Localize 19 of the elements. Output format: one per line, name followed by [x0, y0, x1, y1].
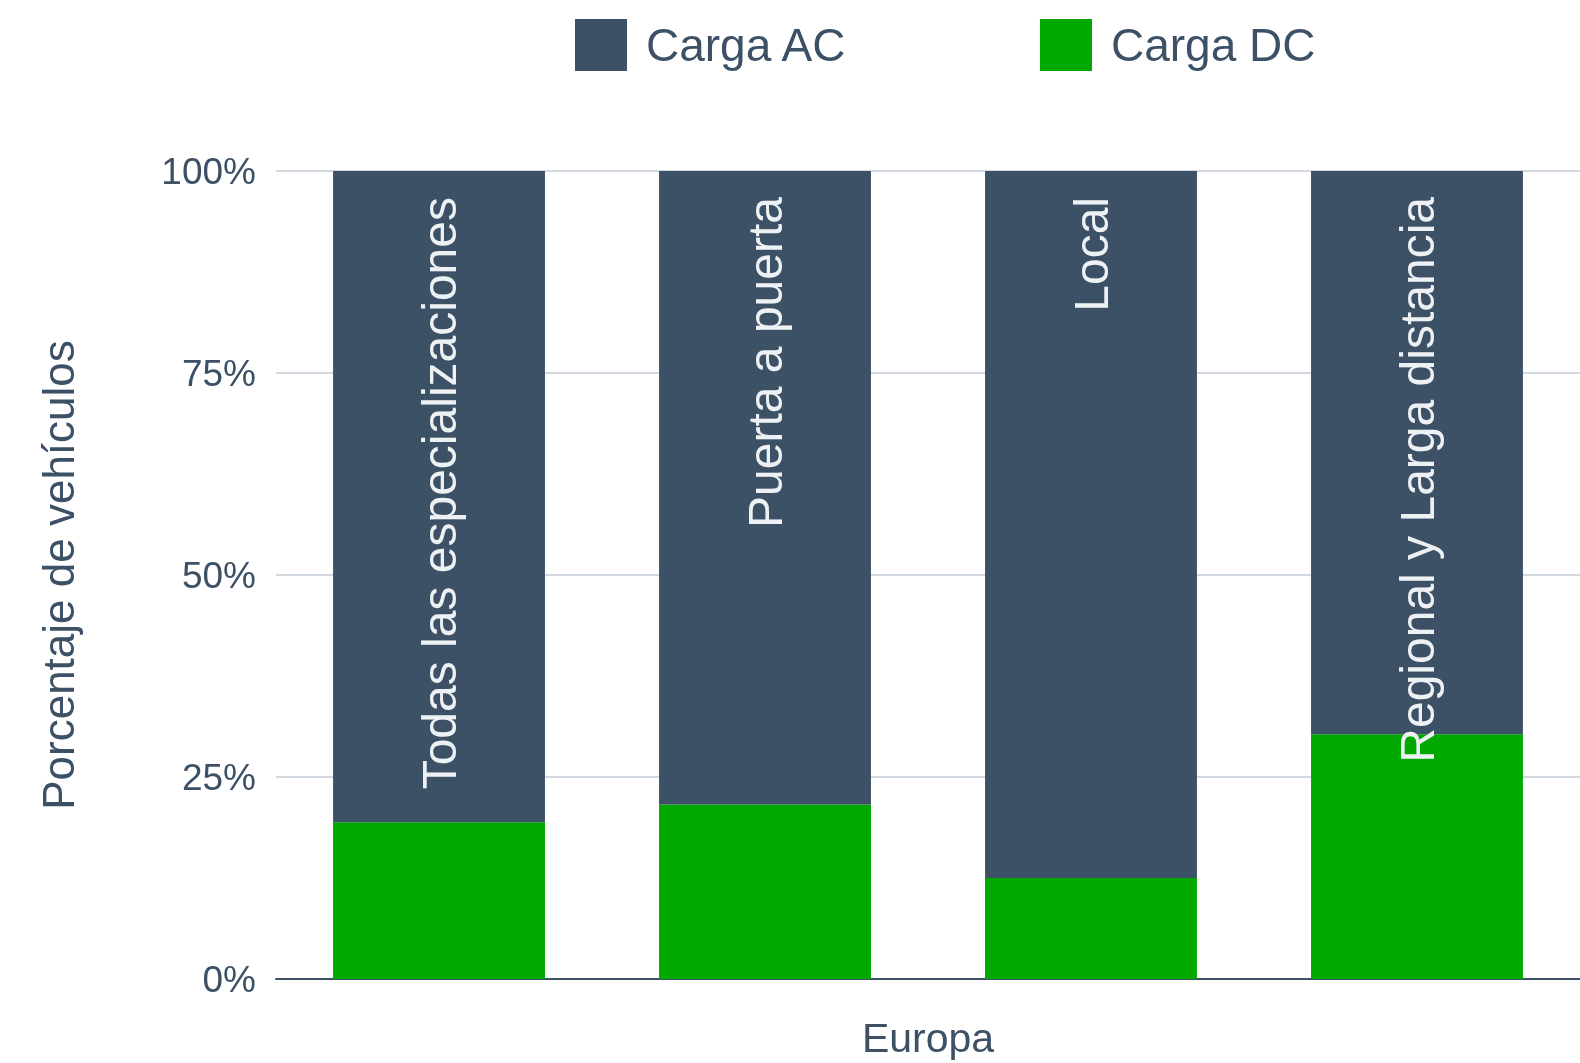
x-tick-label: Todas las especializaciones [412, 197, 466, 790]
legend-label: Carga AC [646, 19, 846, 71]
y-tick-label: 75% [181, 352, 256, 394]
bar [333, 822, 545, 979]
x-tick-label: Regional y Larga distancia [1390, 196, 1444, 763]
bar [333, 171, 545, 823]
x-tick-label: Puerta a puerta [738, 196, 792, 528]
x-axis-title: Europa [861, 1014, 995, 1061]
y-tick-label: 100% [161, 150, 256, 192]
y-tick-label: 25% [181, 756, 256, 798]
legend-label: Carga DC [1110, 19, 1316, 71]
bar [659, 171, 871, 805]
y-tick-label: 50% [181, 554, 256, 596]
y-axis-title: Porcentaje de vehículos [33, 340, 83, 810]
bar [985, 171, 1197, 878]
bar [659, 804, 871, 979]
x-tick-label: Local [1064, 197, 1118, 312]
y-tick-label: 0% [202, 958, 256, 1000]
bar [985, 878, 1197, 979]
